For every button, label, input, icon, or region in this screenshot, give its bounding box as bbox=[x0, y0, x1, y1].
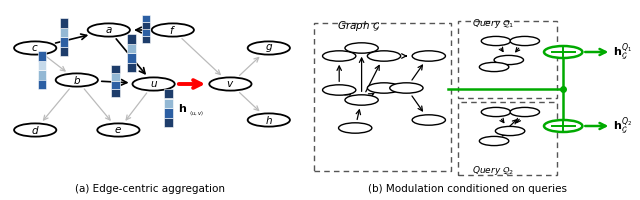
Bar bbox=[111, 65, 120, 73]
Text: $\mathbf{h}$: $\mathbf{h}$ bbox=[178, 102, 187, 114]
Text: $\it{h}$: $\it{h}$ bbox=[265, 114, 273, 126]
Circle shape bbox=[97, 123, 140, 137]
Text: (b) Modulation conditioned on queries: (b) Modulation conditioned on queries bbox=[368, 184, 566, 194]
Circle shape bbox=[339, 123, 372, 133]
Circle shape bbox=[510, 107, 540, 117]
Bar bbox=[127, 44, 136, 53]
Bar bbox=[127, 34, 136, 44]
Circle shape bbox=[209, 77, 252, 91]
Bar bbox=[111, 81, 120, 89]
Bar bbox=[60, 18, 68, 27]
Circle shape bbox=[367, 83, 401, 93]
Circle shape bbox=[14, 123, 56, 137]
Text: $\mathbf{h}_{\mathcal{G}}^{Q_1}$: $\mathbf{h}_{\mathcal{G}}^{Q_1}$ bbox=[613, 41, 632, 63]
Text: $\it{v}$: $\it{v}$ bbox=[227, 79, 234, 89]
Bar bbox=[60, 37, 68, 46]
Text: $_{\langle u,v\rangle}$: $_{\langle u,v\rangle}$ bbox=[189, 109, 205, 118]
Bar bbox=[164, 108, 173, 117]
Circle shape bbox=[132, 77, 175, 91]
Bar bbox=[111, 73, 120, 81]
Text: $\it{c}$: $\it{c}$ bbox=[31, 43, 39, 53]
FancyBboxPatch shape bbox=[458, 21, 557, 98]
Bar bbox=[142, 29, 150, 36]
Text: $\mathbf{h}_{\mathcal{G}}^{Q_2}$: $\mathbf{h}_{\mathcal{G}}^{Q_2}$ bbox=[613, 115, 632, 137]
Circle shape bbox=[479, 62, 509, 72]
Text: Graph $\mathcal{G}$: Graph $\mathcal{G}$ bbox=[337, 19, 380, 33]
Circle shape bbox=[481, 36, 511, 46]
Circle shape bbox=[248, 113, 290, 127]
Bar bbox=[111, 89, 120, 97]
Bar bbox=[38, 60, 47, 70]
Circle shape bbox=[14, 41, 56, 55]
Bar bbox=[142, 22, 150, 29]
Circle shape bbox=[367, 51, 401, 61]
Bar bbox=[142, 15, 150, 22]
FancyBboxPatch shape bbox=[314, 23, 451, 171]
Bar bbox=[38, 79, 47, 89]
Bar bbox=[164, 89, 173, 98]
Bar bbox=[38, 51, 47, 60]
Circle shape bbox=[152, 23, 194, 37]
Circle shape bbox=[390, 83, 423, 93]
Bar bbox=[164, 117, 173, 127]
Text: $\it{a}$: $\it{a}$ bbox=[105, 25, 113, 35]
Circle shape bbox=[323, 51, 356, 61]
Bar bbox=[60, 27, 68, 37]
Circle shape bbox=[412, 51, 445, 61]
Circle shape bbox=[412, 115, 445, 125]
Circle shape bbox=[544, 120, 582, 132]
Text: $\it{g}$: $\it{g}$ bbox=[265, 42, 273, 54]
Circle shape bbox=[495, 126, 525, 136]
Bar bbox=[60, 46, 68, 56]
Text: $\it{d}$: $\it{d}$ bbox=[31, 124, 40, 136]
Bar bbox=[127, 53, 136, 62]
Circle shape bbox=[544, 46, 582, 58]
Text: Query $\mathcal{Q}_2$: Query $\mathcal{Q}_2$ bbox=[472, 164, 514, 177]
Text: $\it{f}$: $\it{f}$ bbox=[170, 24, 176, 36]
Text: $\it{u}$: $\it{u}$ bbox=[150, 79, 157, 89]
Text: (a) Edge-centric aggregation: (a) Edge-centric aggregation bbox=[76, 184, 225, 194]
Bar bbox=[164, 98, 173, 108]
Circle shape bbox=[479, 136, 509, 146]
Text: $\it{e}$: $\it{e}$ bbox=[115, 125, 122, 135]
Circle shape bbox=[345, 43, 378, 53]
Circle shape bbox=[510, 36, 540, 46]
Circle shape bbox=[88, 23, 130, 37]
Bar bbox=[142, 36, 150, 43]
Circle shape bbox=[323, 85, 356, 95]
Text: $\it{b}$: $\it{b}$ bbox=[73, 74, 81, 86]
Circle shape bbox=[56, 73, 98, 87]
Bar bbox=[127, 62, 136, 72]
Bar bbox=[38, 70, 47, 79]
Circle shape bbox=[248, 41, 290, 55]
Text: Query $\mathcal{Q}_1$: Query $\mathcal{Q}_1$ bbox=[472, 17, 514, 29]
Circle shape bbox=[494, 55, 524, 65]
Circle shape bbox=[481, 107, 511, 117]
Circle shape bbox=[345, 95, 378, 105]
FancyBboxPatch shape bbox=[458, 102, 557, 175]
